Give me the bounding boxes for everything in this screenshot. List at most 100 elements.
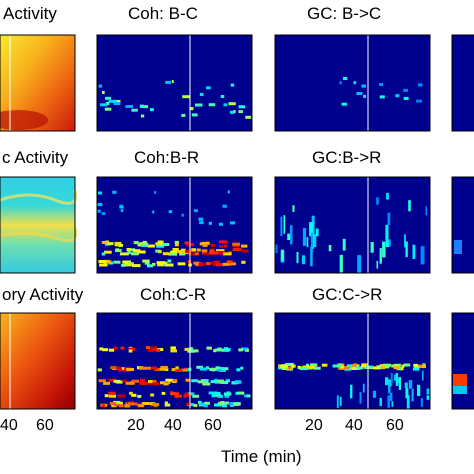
heatmap-cell bbox=[241, 249, 249, 253]
heatmap-cell bbox=[109, 402, 117, 405]
heatmap-cell bbox=[147, 264, 154, 268]
heatmap-cell bbox=[310, 363, 318, 367]
heatmap-cell bbox=[206, 346, 212, 350]
heatmap-cell bbox=[152, 262, 156, 266]
heatmap-cell bbox=[108, 99, 117, 103]
heatmap-cell bbox=[203, 404, 208, 408]
partial-panel-right-2 bbox=[451, 312, 474, 410]
heatmap-cell bbox=[113, 400, 121, 404]
partial-panel-right-1 bbox=[451, 176, 474, 274]
heatmap-cell bbox=[142, 242, 148, 246]
panel-frame bbox=[274, 312, 431, 410]
heatmap-cell bbox=[137, 404, 145, 408]
heatmap-cell bbox=[210, 251, 219, 255]
heatmap-cell bbox=[237, 391, 245, 395]
heatmap-cell bbox=[98, 191, 103, 195]
heatmap-cell bbox=[204, 252, 213, 256]
heatmap-cell bbox=[302, 228, 307, 246]
heatmap-cell bbox=[194, 252, 199, 256]
heatmap-cell bbox=[177, 250, 185, 254]
heatmap-cell bbox=[222, 204, 228, 208]
heatmap-cell bbox=[344, 366, 350, 369]
heatmap-cell bbox=[216, 251, 225, 254]
panel-title-coh-c-r: Coh:C-R bbox=[140, 285, 206, 304]
heatmap-cell bbox=[97, 209, 101, 213]
heatmap-cell bbox=[210, 243, 216, 247]
heatmap-cell bbox=[193, 404, 198, 407]
heatmap-cell bbox=[420, 246, 425, 265]
heatmap-cell bbox=[210, 380, 219, 384]
heatmap-cell bbox=[281, 249, 284, 261]
heatmap-gc-c-r bbox=[274, 312, 431, 410]
heatmap-cell bbox=[151, 366, 157, 370]
heatmap-cell bbox=[163, 382, 169, 386]
heatmap-cell bbox=[328, 245, 332, 252]
heatmap-cell bbox=[211, 391, 218, 395]
heatmap-cell bbox=[142, 259, 150, 263]
heatmap-cell bbox=[280, 365, 288, 368]
heatmap-cell bbox=[161, 391, 166, 395]
heatmap-cell bbox=[129, 391, 133, 395]
x-axis-label: Time (min) bbox=[221, 447, 302, 466]
tick-coh-60: 60 bbox=[204, 417, 222, 434]
heatmap-cell bbox=[128, 248, 136, 252]
heatmap-cell bbox=[379, 398, 382, 406]
heatmap-cell bbox=[211, 367, 215, 371]
heatmap-cell bbox=[125, 105, 133, 108]
heatmap-cell bbox=[156, 261, 166, 265]
heatmap-cell bbox=[385, 377, 389, 386]
heatmap-cell bbox=[306, 237, 309, 248]
heatmap-cell bbox=[132, 264, 141, 268]
heatmap-cell bbox=[206, 86, 211, 90]
heatmap-cell bbox=[401, 364, 405, 368]
heatmap-cell bbox=[215, 348, 224, 352]
heatmap-cell bbox=[154, 191, 157, 194]
heatmap-cell bbox=[133, 241, 139, 245]
panel-frame bbox=[96, 312, 253, 410]
heatmap-cell bbox=[108, 348, 114, 352]
heatmap-cell bbox=[105, 259, 111, 263]
heatmap-cell bbox=[174, 240, 179, 244]
heatmap-cell bbox=[311, 215, 315, 234]
panel-title-gc-c-r: GC:C->R bbox=[312, 285, 382, 304]
heatmap-cell bbox=[408, 380, 413, 389]
heatmap-cell bbox=[426, 395, 430, 400]
heatmap-cell bbox=[195, 103, 203, 107]
heatmap-cell bbox=[275, 244, 278, 254]
heatmap-cell bbox=[232, 248, 242, 251]
heatmap-cell bbox=[122, 379, 127, 383]
heatmap-cell bbox=[290, 225, 293, 245]
heatmap-cell bbox=[425, 206, 427, 216]
heatmap-cell bbox=[321, 363, 328, 367]
heatmap-cell bbox=[214, 403, 222, 407]
heatmap-cell bbox=[395, 94, 400, 98]
heatmap-cell bbox=[241, 260, 246, 264]
heatmap-coh-b-c bbox=[96, 34, 253, 132]
heatmap-cell bbox=[104, 394, 109, 398]
heatmap-cell bbox=[98, 260, 106, 263]
heatmap-cell bbox=[184, 241, 189, 245]
heatmap-cell bbox=[101, 252, 106, 256]
heatmap-cell bbox=[158, 250, 162, 254]
heatmap-cell bbox=[404, 382, 408, 389]
heatmap-cell bbox=[208, 103, 216, 107]
heatmap-cell bbox=[339, 81, 342, 85]
heatmap-cell bbox=[157, 240, 163, 244]
heatmap-cell bbox=[184, 393, 192, 397]
heatmap-cell bbox=[187, 347, 194, 351]
heatmap-cell bbox=[115, 248, 119, 252]
heatmap-cell bbox=[216, 368, 222, 372]
heatmap-cell bbox=[101, 212, 106, 216]
heatmap-cell bbox=[339, 254, 343, 273]
heatmap-cell bbox=[155, 348, 161, 352]
heatmap-cell bbox=[204, 401, 210, 405]
heatmap-cell bbox=[310, 246, 313, 267]
heatmap-cell bbox=[187, 252, 195, 256]
heatmap-cell bbox=[155, 249, 161, 253]
heatmap-cell bbox=[98, 84, 103, 88]
heatmap-cell bbox=[152, 382, 160, 386]
heatmap-cell bbox=[140, 114, 145, 118]
heatmap-cell bbox=[105, 96, 112, 100]
heatmap-cell bbox=[280, 216, 283, 237]
heatmap-cell bbox=[177, 262, 186, 266]
